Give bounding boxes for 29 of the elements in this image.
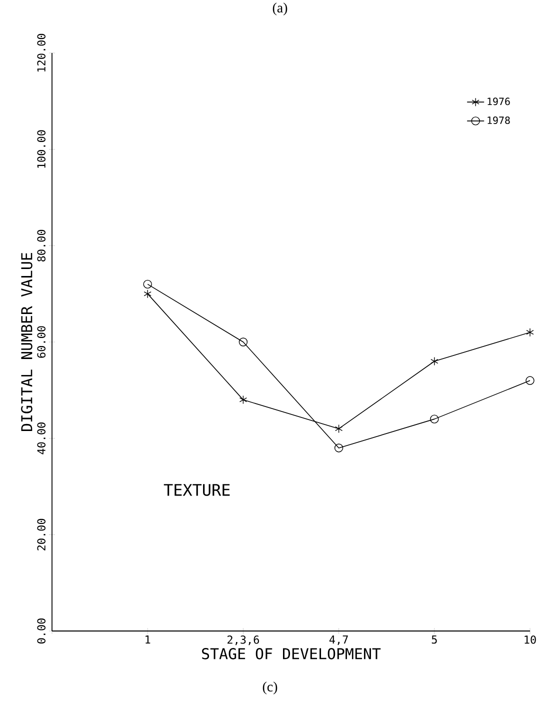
legend-label: 1976 bbox=[488, 98, 510, 106]
x-tick-label: 10 bbox=[524, 636, 536, 644]
text: (c) bbox=[262, 682, 278, 694]
y-tick-label: 60.00 bbox=[37, 326, 46, 358]
point bbox=[526, 328, 534, 337]
y-tick-label: 40.00 bbox=[37, 422, 46, 454]
x-tick-label: 1 bbox=[146, 636, 150, 644]
x-tick-label: 5 bbox=[432, 636, 437, 644]
y-tick-label: 20.00 bbox=[37, 518, 46, 550]
point bbox=[334, 444, 344, 452]
point bbox=[144, 289, 152, 298]
point bbox=[143, 280, 152, 289]
point bbox=[334, 424, 343, 434]
annotation: TEXTURE bbox=[164, 484, 230, 496]
y-tick-label: 80.00 bbox=[37, 230, 46, 262]
x-tick-label: 2,3,6 bbox=[228, 636, 259, 646]
text: (a) bbox=[272, 2, 288, 16]
x-tick-label: 4,7 bbox=[329, 636, 348, 646]
point bbox=[430, 356, 438, 366]
point bbox=[239, 395, 248, 404]
y-tick-label: 0.00 bbox=[37, 618, 46, 644]
y-tick-label: 100.00 bbox=[37, 130, 46, 168]
x-axis-title: STAGE OF DEVELOPMENT bbox=[202, 648, 381, 660]
point bbox=[526, 376, 534, 385]
legend-label: 1978 bbox=[488, 116, 510, 124]
point bbox=[238, 338, 248, 346]
y-axis-title: DIGITAL NUMBER VALUE bbox=[21, 253, 32, 431]
y-tick-label: 120.00 bbox=[37, 34, 46, 72]
point bbox=[430, 414, 439, 424]
